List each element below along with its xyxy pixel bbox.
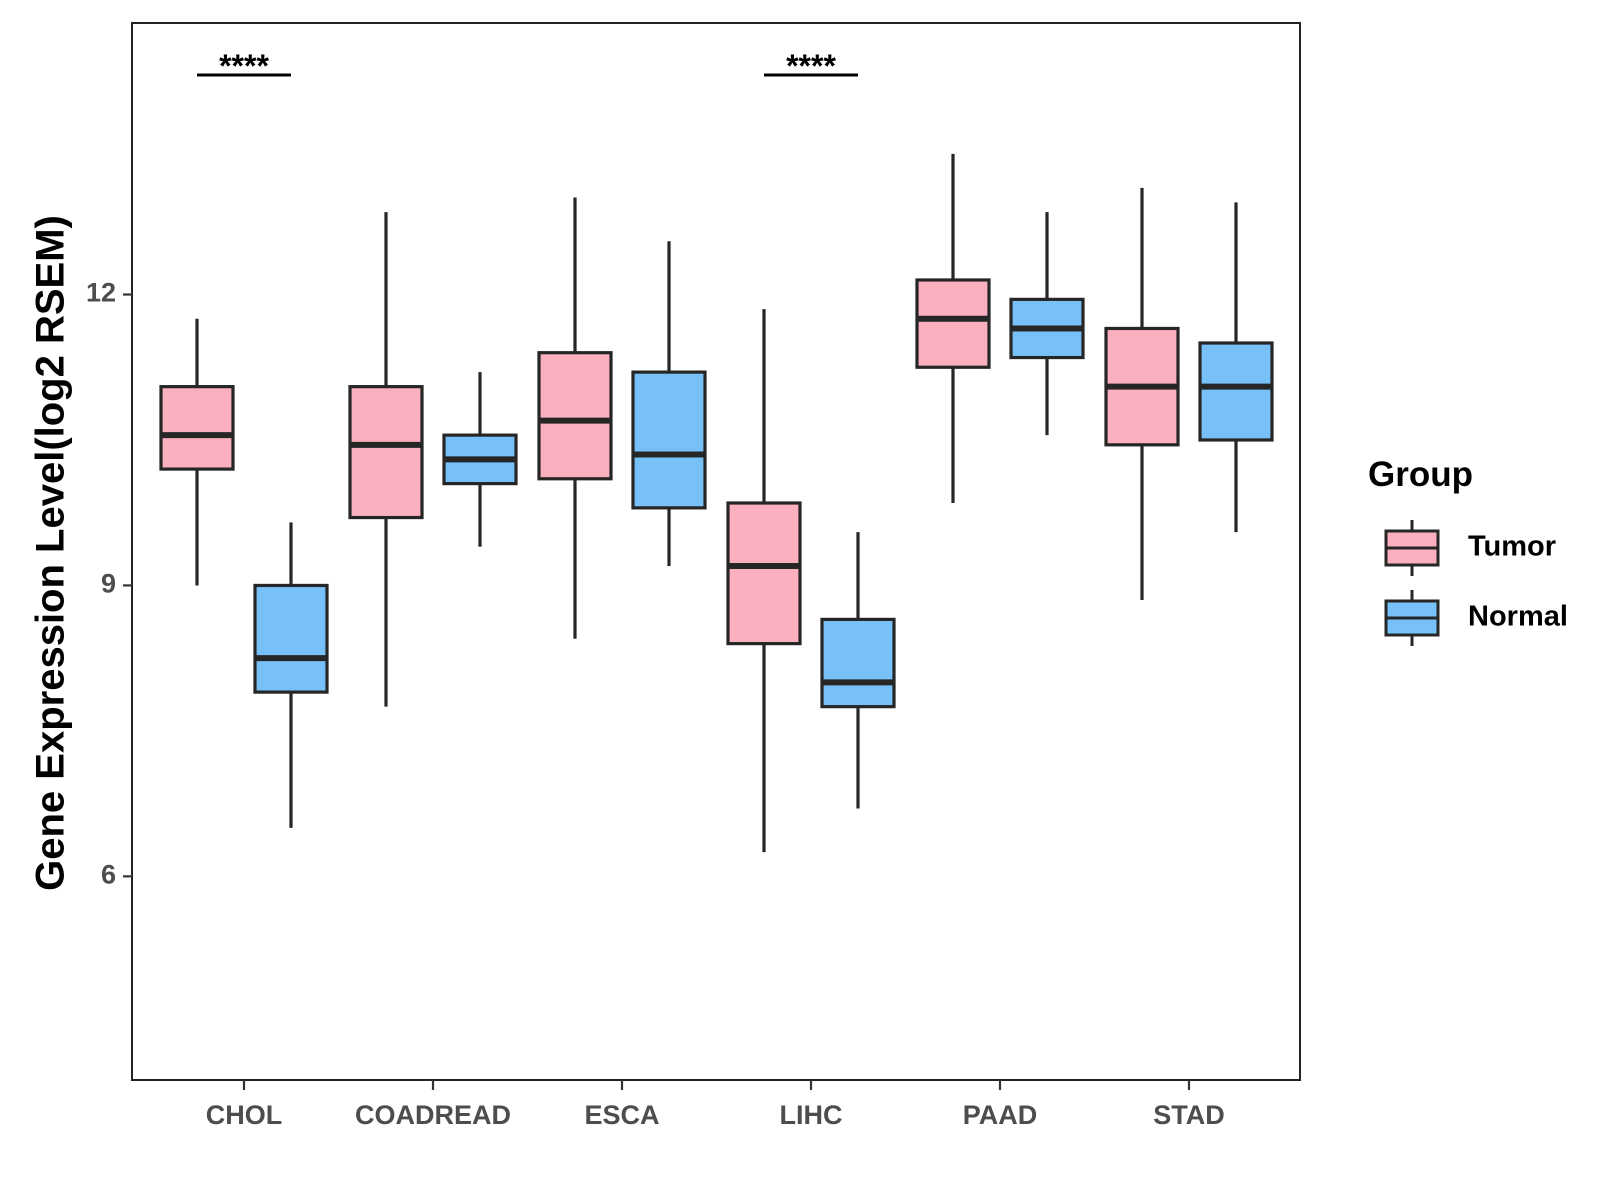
plot-panel	[131, 22, 1301, 1081]
box-iqr	[915, 278, 991, 369]
box-iqr	[348, 385, 424, 520]
box-normal-stad	[1198, 202, 1274, 533]
box-normal-chol	[253, 522, 329, 828]
y-axis: 6 9 12	[86, 278, 132, 889]
box-iqr	[726, 501, 802, 646]
x-tick-label: COADREAD	[355, 1100, 511, 1130]
y-tick-label: 6	[101, 859, 116, 889]
y-axis-title: Gene Expression Level(log2 RSEM)	[29, 215, 73, 891]
y-tick-label: 9	[101, 569, 116, 599]
legend-title: Group	[1368, 455, 1473, 494]
significance-annotations: **** ****	[197, 48, 858, 84]
box-normal-paad	[1009, 212, 1085, 436]
legend: Group Tumor Normal	[1368, 455, 1568, 646]
box-tumor-lihc	[726, 309, 802, 853]
box-iqr	[537, 351, 613, 481]
box-normal-esca	[631, 241, 707, 567]
significance-label: ****	[786, 48, 836, 84]
box-iqr	[820, 617, 896, 709]
x-tick-label: CHOL	[206, 1100, 283, 1130]
x-axis: CHOL COADREAD ESCA LIHC PAAD STAD	[206, 1080, 1225, 1130]
significance-label: ****	[219, 48, 269, 84]
box-tumor-esca	[537, 197, 613, 639]
box-iqr	[159, 385, 235, 471]
legend-label: Tumor	[1468, 531, 1556, 563]
box-series	[159, 153, 1274, 853]
legend-item-tumor: Tumor	[1384, 520, 1556, 576]
legend-item-normal: Normal	[1384, 590, 1568, 646]
box-normal-lihc	[820, 532, 896, 809]
x-tick-label: PAAD	[963, 1100, 1038, 1130]
legend-label: Normal	[1468, 601, 1568, 633]
box-iqr	[631, 370, 707, 510]
box-iqr	[1198, 341, 1274, 442]
box-tumor-stad	[1104, 187, 1180, 600]
box-tumor-paad	[915, 153, 991, 504]
box-tumor-chol	[159, 318, 235, 586]
x-tick-label: LIHC	[780, 1100, 843, 1130]
box-iqr	[253, 583, 329, 694]
y-tick-label: 12	[86, 278, 116, 308]
box-normal-coadread	[442, 372, 518, 547]
x-tick-label: STAD	[1153, 1100, 1225, 1130]
box-tumor-coadread	[348, 212, 424, 707]
x-tick-label: ESCA	[584, 1100, 659, 1130]
